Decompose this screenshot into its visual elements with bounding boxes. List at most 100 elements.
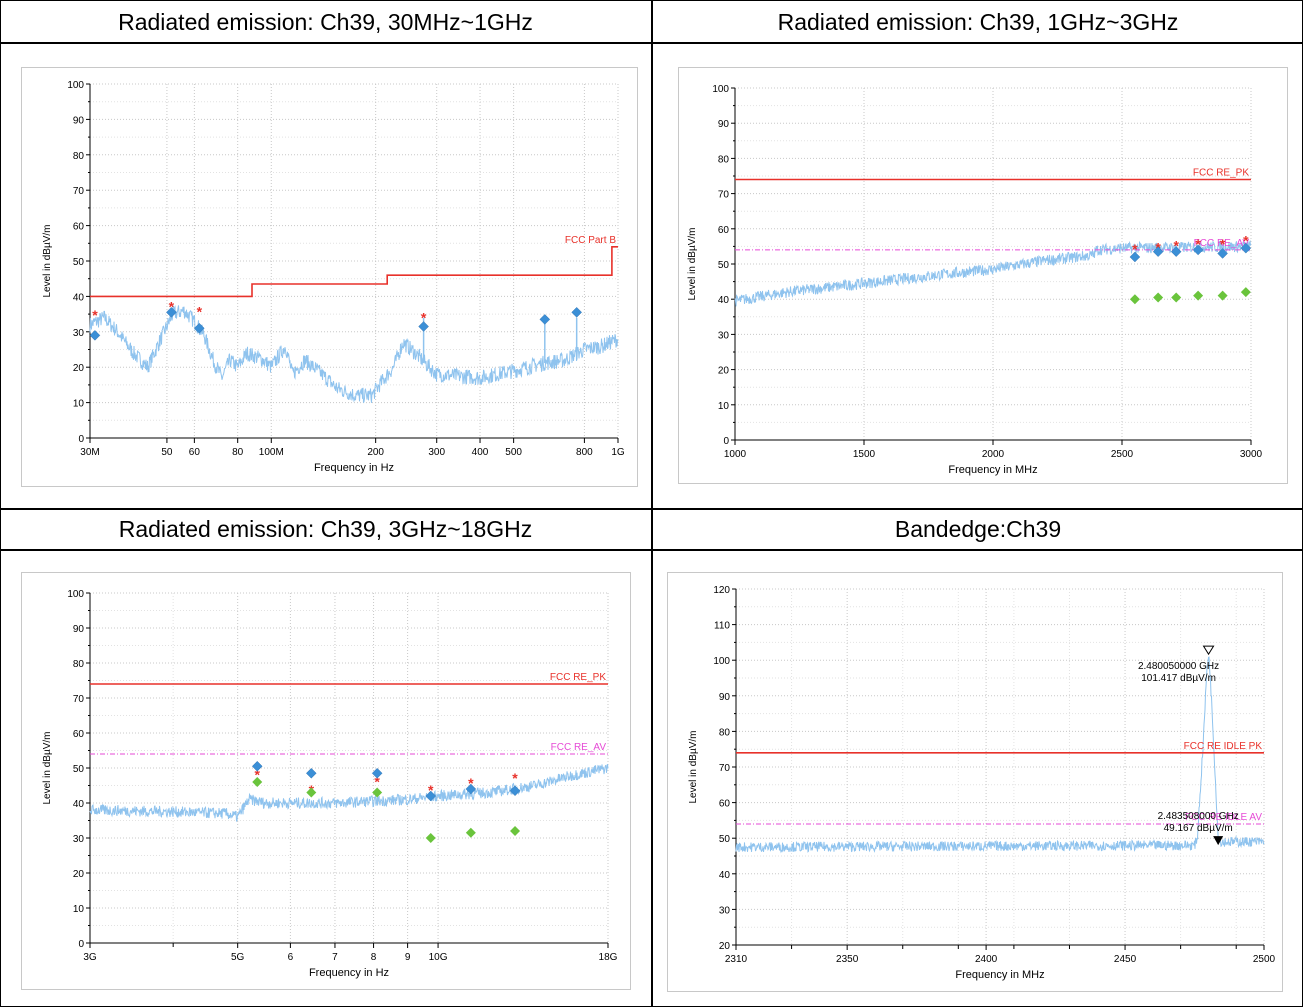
x-tick-label-0: 1000 (724, 449, 747, 460)
x-tick-label-5: 200 (367, 447, 384, 458)
x-tick-label-2: 60 (189, 447, 201, 458)
x-tick-label-1: 5G (231, 952, 245, 963)
limit-label-1: FCC RE_AV (1194, 238, 1250, 249)
qp-marker-1 (1152, 246, 1164, 257)
y-tick-label-2: 20 (73, 363, 85, 374)
measurement-trace (89, 305, 619, 403)
peak-marker-5: * (1243, 232, 1249, 248)
qp-marker-2 (1170, 246, 1182, 257)
av-marker-4 (1217, 290, 1228, 301)
y-tick-label-6: 80 (719, 727, 731, 738)
x-tick-label-0: 3G (83, 952, 97, 963)
y-tick-label-8: 80 (73, 151, 85, 162)
marker-triangle-1 (1213, 836, 1224, 846)
x-tick-label-0: 30M (80, 447, 99, 458)
y-tick-label-7: 70 (73, 186, 85, 197)
title-c1: Radiated emission: Ch39, 30MHz~1GHz (118, 9, 533, 35)
peak-marker-0: * (255, 766, 261, 782)
qp-marker-1 (306, 767, 317, 779)
y-tick-label-2: 20 (718, 366, 730, 377)
y-tick-label-10: 120 (713, 585, 730, 596)
y-tick-label-10: 100 (712, 84, 729, 95)
measurement-trace (735, 656, 1265, 854)
y-tick-label-9: 90 (718, 119, 730, 130)
peak-marker-3: * (428, 782, 434, 798)
x-tick-label-3: 80 (232, 447, 244, 458)
y-tick-label-3: 30 (73, 834, 85, 845)
peak-marker-4: * (468, 775, 474, 791)
peak-marker-3: * (1195, 236, 1201, 252)
limit-label-0: FCC Part B (565, 235, 616, 246)
peak-marker-2: * (1173, 238, 1179, 254)
chart-panel-c4: 20 30 40 50 60 70 80 90 100 110 120 2310 2350 2400 245… (667, 572, 1283, 992)
measurement-trace (734, 239, 1252, 307)
av-marker-4 (465, 827, 476, 838)
x-tick-label-10: 1G (611, 447, 625, 458)
y-tick-label-7: 90 (719, 692, 731, 703)
y-tick-label-9: 90 (73, 115, 85, 126)
x-tick-label-7: 18G (599, 952, 618, 963)
y-axis-label: Level in dBµV/m (42, 224, 53, 297)
marker-level-1: 49.167 dBµV/m (1164, 823, 1233, 834)
measurement-trace (89, 763, 609, 822)
av-marker-1 (306, 787, 317, 798)
chart-c4: 20 30 40 50 60 70 80 90 100 110 120 2310 2350 2400 245… (688, 585, 1276, 981)
y-tick-label-4: 40 (718, 295, 730, 306)
x-tick-label-1: 2350 (836, 954, 859, 965)
peak-marker-5: * (512, 770, 518, 786)
y-tick-label-5: 50 (73, 257, 85, 268)
limit-label-0: FCC RE_PK (1193, 168, 1249, 179)
limit-label-0: FCC RE_PK (550, 672, 606, 683)
x-tick-label-7: 400 (472, 447, 489, 458)
peak-marker-2: * (197, 304, 203, 320)
y-axis-label: Level in dBµV/m (688, 730, 699, 803)
x-tick-label-1: 50 (161, 447, 173, 458)
y-tick-label-0: 20 (719, 941, 731, 952)
qp-marker-0 (1129, 251, 1141, 263)
qp-marker-1 (166, 307, 177, 318)
y-axis-label: Level in dBµV/m (687, 227, 698, 300)
y-tick-label-10: 100 (67, 589, 84, 600)
peak-marker-3: * (421, 310, 427, 326)
x-tick-label-3: 7 (332, 952, 338, 963)
qp-marker-0 (89, 330, 101, 341)
x-tick-label-6: 300 (428, 447, 445, 458)
x-axis-label: Frequency in MHz (948, 464, 1037, 476)
y-tick-label-0: 0 (78, 434, 84, 445)
qp-marker-4 (539, 314, 551, 325)
x-tick-label-8: 500 (505, 447, 522, 458)
marker-freq-0: 2.480050000 GHz (1138, 661, 1219, 672)
peak-marker-4: * (1220, 236, 1226, 252)
y-tick-label-1: 10 (73, 904, 85, 915)
qp-marker-5 (571, 307, 582, 318)
chart-panel-c1: 0 10 20 30 40 50 60 70 80 90 100 30M 50 60 80 100M 200 30… (21, 67, 638, 487)
qp-marker-4 (1217, 248, 1228, 259)
y-tick-label-5: 70 (719, 763, 731, 774)
y-axis-label: Level in dBµV/m (42, 731, 53, 804)
x-tick-label-6: 10G (429, 952, 448, 963)
peak-marker-0: * (1132, 241, 1138, 257)
chart-c1: 0 10 20 30 40 50 60 70 80 90 100 30M 50 60 80 100M 200 30… (42, 80, 625, 474)
x-tick-label-4: 8 (371, 952, 377, 963)
av-marker-3 (425, 833, 436, 843)
peak-marker-2: * (374, 773, 380, 789)
av-marker-2 (1171, 292, 1182, 303)
limit-label-1: FCC RE_AV (551, 742, 607, 753)
av-marker-2 (372, 787, 383, 798)
x-axis-label: Frequency in Hz (309, 967, 389, 979)
y-tick-label-4: 40 (73, 799, 85, 810)
x-tick-label-2: 2000 (982, 449, 1005, 460)
chart-c3: 0 10 20 30 40 50 60 70 80 90 100 3G 5G 6 7 8 9 10G 18G Freq… (42, 589, 618, 979)
table-divider-vertical (651, 0, 653, 1007)
y-tick-label-4: 40 (73, 292, 85, 303)
y-tick-label-0: 0 (78, 939, 84, 950)
x-tick-label-3: 2450 (1114, 954, 1137, 965)
y-tick-label-5: 50 (718, 260, 730, 271)
chart-panel-c3: 0 10 20 30 40 50 60 70 80 90 100 3G 5G 6 7 8 9 10G 18G Freq… (21, 572, 631, 990)
y-tick-label-0: 0 (723, 436, 729, 447)
marker-freq-1: 2.483508000 GHz (1158, 811, 1239, 822)
qp-marker-3 (425, 790, 437, 802)
qp-marker-3 (1192, 244, 1204, 256)
av-marker-1 (1153, 292, 1164, 303)
title-c4: Bandedge:Ch39 (894, 516, 1062, 542)
